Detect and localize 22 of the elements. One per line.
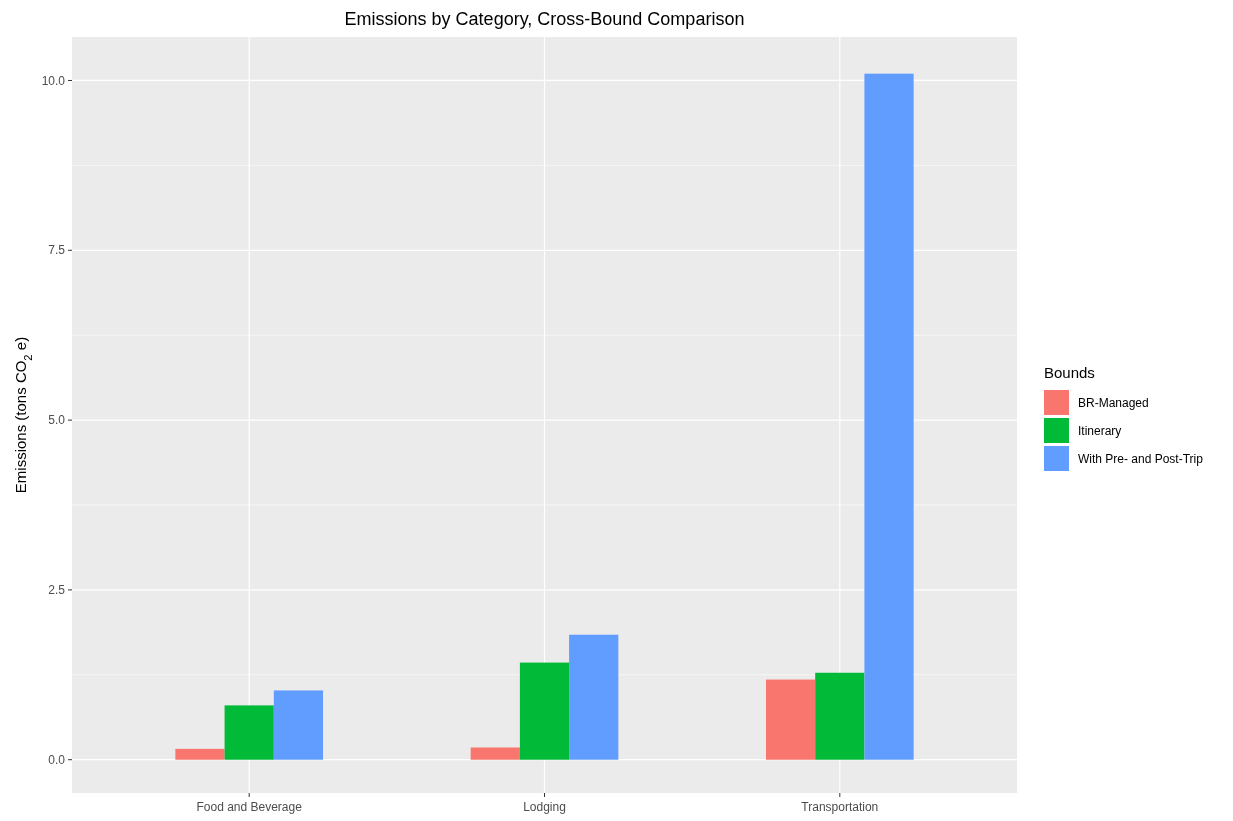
y-tick-label: 2.5 <box>48 583 66 598</box>
y-tick-label: 0.0 <box>48 752 66 767</box>
y-tick-label: 7.5 <box>48 243 66 258</box>
x-tick-label: Transportation <box>801 800 879 814</box>
bar <box>815 672 865 760</box>
x-tick-label: Lodging <box>523 800 566 814</box>
legend-label: BR-Managed <box>1078 395 1149 410</box>
bar <box>224 705 274 760</box>
bar <box>864 73 914 760</box>
bar <box>765 679 816 760</box>
bar <box>273 690 324 760</box>
legend-label: With Pre- and Post-Trip <box>1078 451 1204 466</box>
chart-title: Emissions by Category, Cross-Bound Comparison <box>344 9 745 29</box>
bar <box>175 748 225 760</box>
legend-title: Bounds <box>1044 364 1095 381</box>
y-tick-label: 5.0 <box>48 413 66 428</box>
y-tick-label: 10.0 <box>41 73 66 88</box>
bar <box>519 662 570 760</box>
x-tick-label: Food and Beverage <box>196 800 303 814</box>
bar <box>470 747 520 760</box>
legend-label: Itinerary <box>1078 423 1122 438</box>
bar <box>569 634 619 760</box>
